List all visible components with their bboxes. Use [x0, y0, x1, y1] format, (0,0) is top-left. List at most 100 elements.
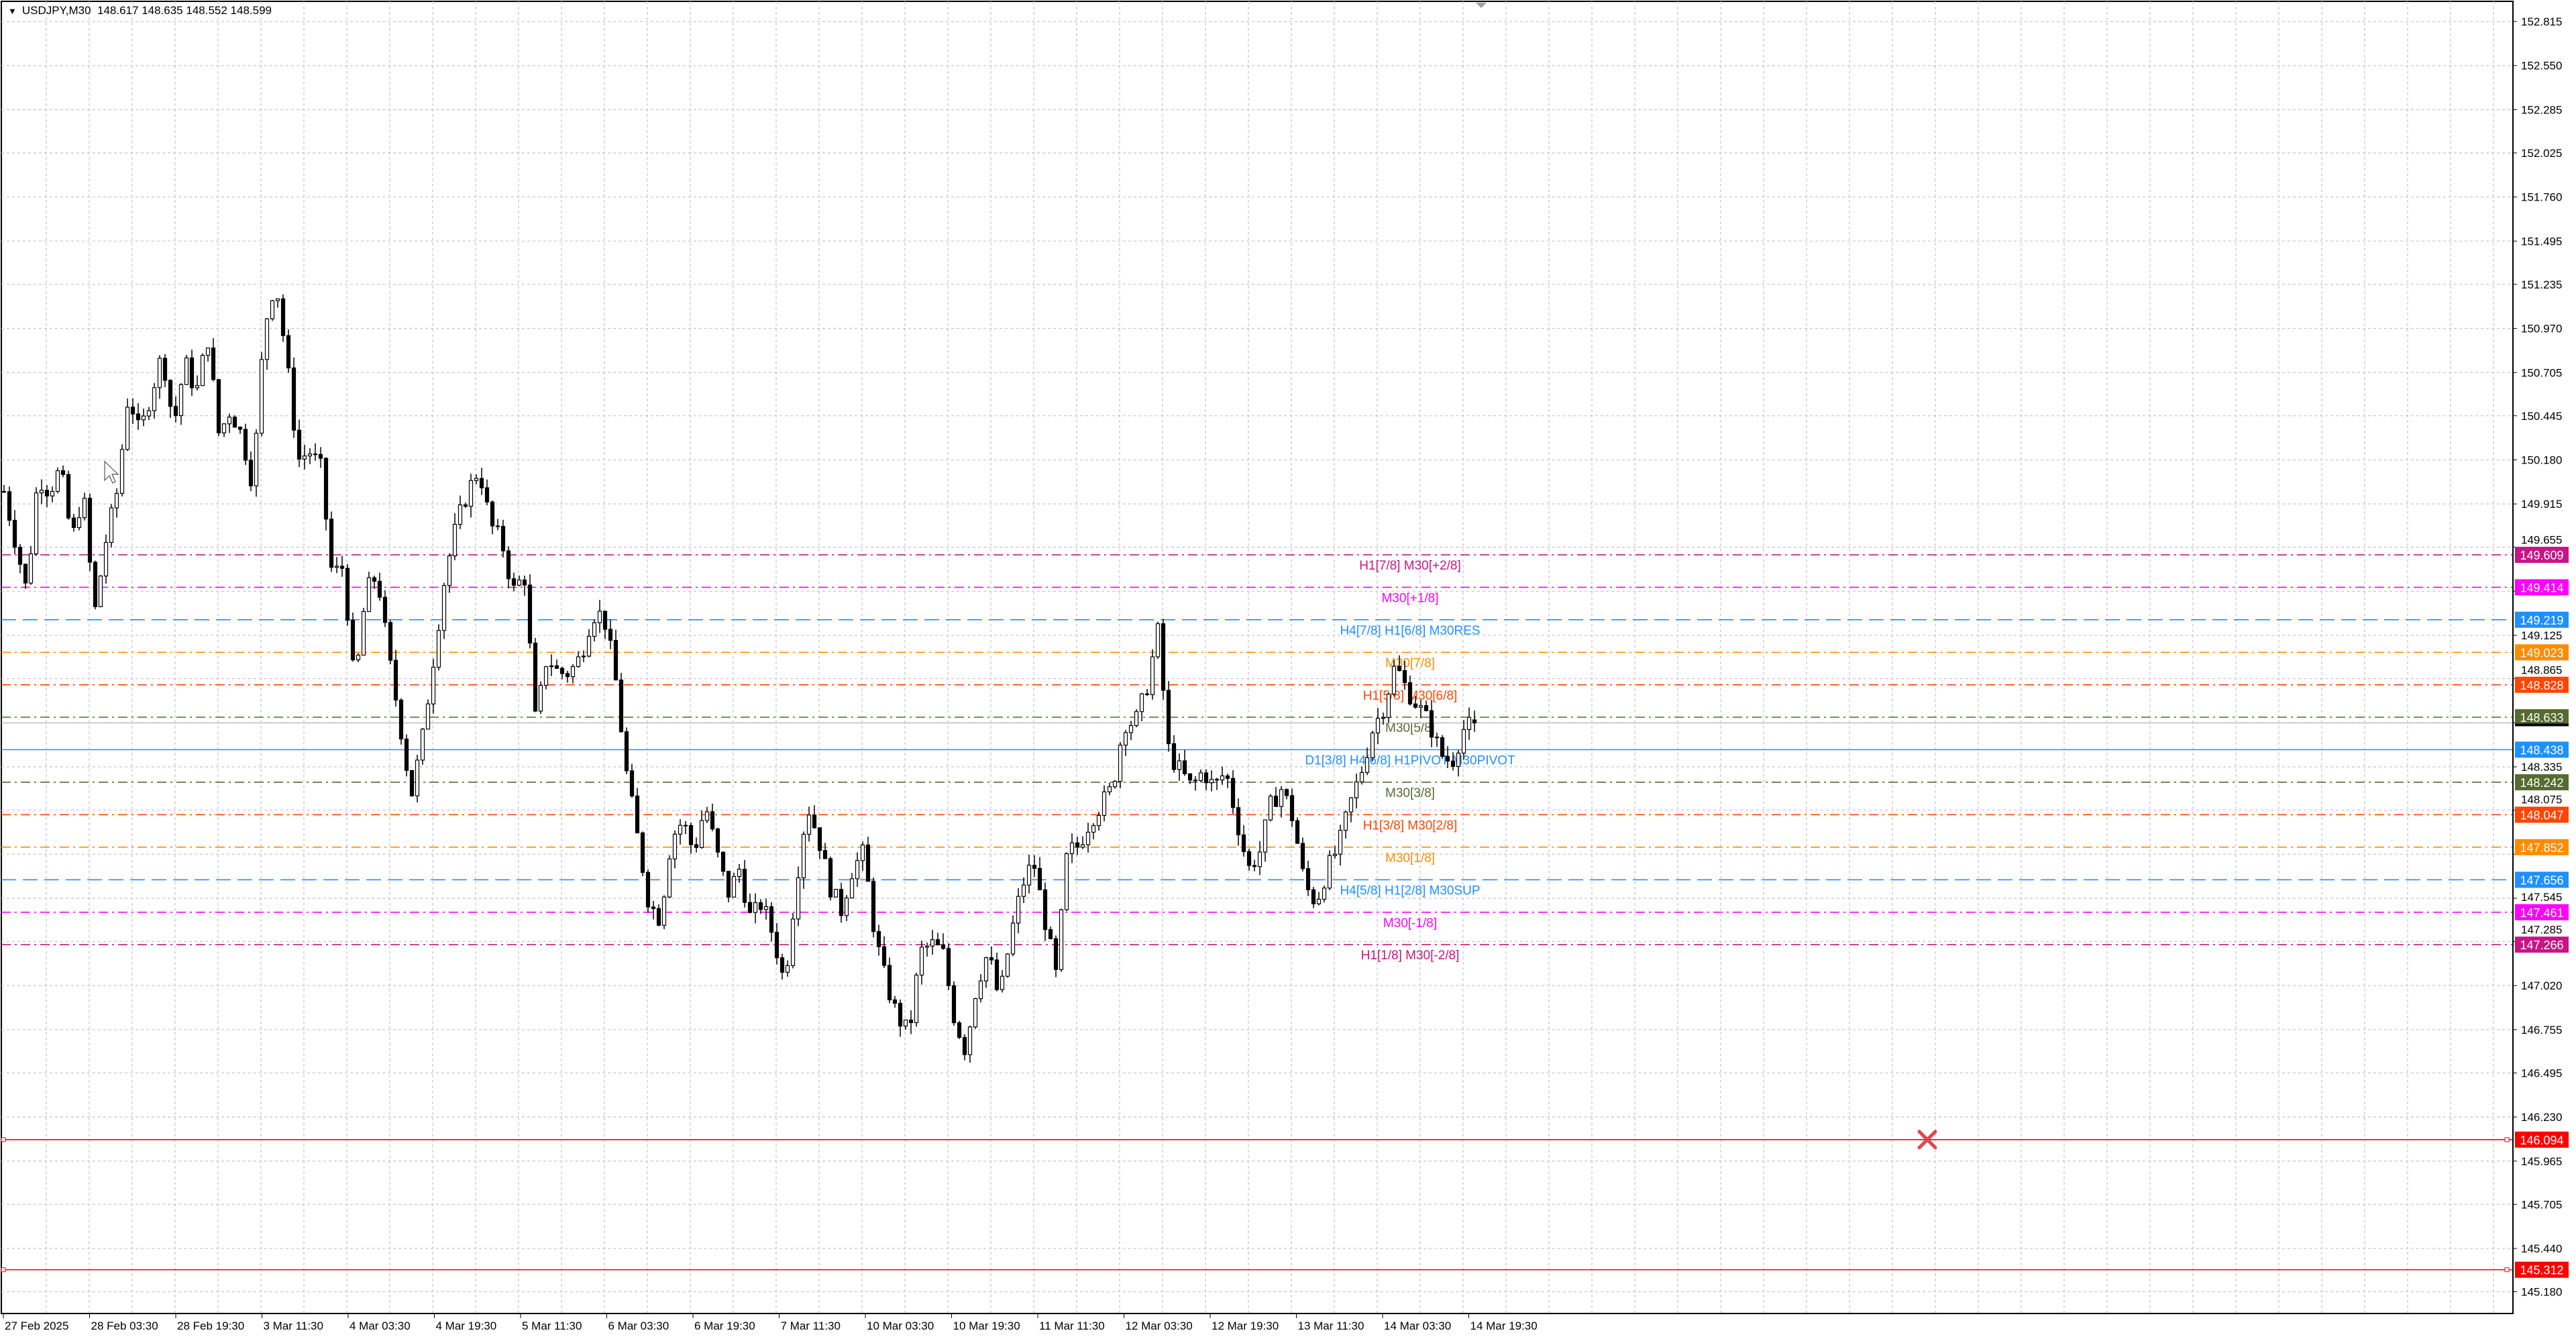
candle-body: [506, 550, 511, 580]
candle-body: [941, 944, 946, 949]
candle-body: [189, 357, 195, 388]
price-tick-label: 151.495: [2521, 235, 2562, 248]
price-level-badge: [2515, 709, 2569, 726]
candle-body: [152, 387, 157, 411]
candle-body: [297, 429, 302, 460]
time-tick-label: 6 Mar 19:30: [694, 1320, 755, 1332]
price-level-badge: [2515, 806, 2569, 823]
candle-body: [1123, 732, 1128, 746]
price-tick-label: 148.075: [2521, 794, 2562, 806]
candle-body: [694, 844, 699, 848]
candle-body: [318, 453, 323, 459]
candle-body: [393, 659, 398, 701]
axis-corner: [2514, 1314, 2576, 1339]
candle-body: [946, 948, 951, 986]
level-anchor-handle[interactable]: [1, 1267, 6, 1273]
candle-body: [1032, 865, 1037, 869]
price-level-badge-text: 148.633: [2520, 711, 2563, 725]
candle-body: [1225, 775, 1230, 779]
candle-body: [1279, 789, 1284, 807]
candle-body: [425, 703, 431, 730]
candle-body: [989, 957, 994, 961]
candle-body: [672, 833, 678, 859]
candle-body: [98, 576, 103, 608]
candle-body: [737, 869, 742, 877]
candle-body: [855, 860, 860, 879]
mouse-cursor-icon: [104, 460, 119, 484]
price-tick-label: 147.545: [2521, 891, 2562, 904]
candle-body: [500, 525, 506, 551]
candle-body: [1021, 884, 1026, 897]
candle-body: [50, 490, 55, 496]
candle-body: [1177, 760, 1182, 770]
candle-body: [447, 555, 452, 586]
price-tick-label: 148.335: [2521, 761, 2562, 773]
candle-body: [7, 491, 12, 521]
candle-body: [82, 498, 87, 519]
time-tick-label: 27 Feb 2025: [5, 1320, 68, 1332]
candle-body: [919, 947, 924, 976]
candle-body: [441, 585, 447, 631]
price-tick-label: 152.550: [2521, 60, 2562, 72]
level-anchor-handle[interactable]: [1, 1137, 6, 1142]
time-tick-label: 13 Mar 11:30: [1298, 1320, 1364, 1332]
candle-body: [522, 579, 527, 586]
candle-body: [71, 517, 76, 528]
candle-body: [1466, 716, 1472, 731]
candle-body: [12, 519, 17, 548]
bid-price-marker: [2515, 723, 2569, 727]
candle-body: [1150, 656, 1155, 696]
candle-body: [538, 684, 543, 712]
candle-body: [23, 564, 28, 584]
candle-body: [1472, 719, 1477, 724]
price-level-badge: [2515, 611, 2569, 628]
candle-body: [1037, 867, 1042, 891]
candle-body: [1128, 725, 1134, 733]
candle-body: [1343, 811, 1348, 831]
time-tick-label: 14 Mar 19:30: [1470, 1320, 1538, 1332]
candle-body: [549, 665, 554, 667]
candle-body: [254, 433, 259, 486]
price-tick-label: 150.970: [2521, 323, 2562, 335]
candle-body: [404, 739, 409, 771]
level-anchor-handle[interactable]: [2504, 1137, 2510, 1142]
candle-body: [1241, 834, 1246, 853]
price-level-badge: [2515, 1261, 2569, 1278]
candle-body: [1407, 682, 1413, 704]
x-cross-icon[interactable]: [1917, 1130, 1937, 1150]
candle-body: [237, 427, 243, 430]
candle-body: [710, 811, 715, 830]
price-level-badge-text: 148.828: [2520, 679, 2563, 692]
candle-body: [796, 877, 801, 920]
candle-body: [608, 629, 613, 641]
candle-body: [871, 881, 876, 932]
candle-body: [350, 619, 356, 661]
chart-shift-icon[interactable]: [1476, 3, 1487, 8]
candle-body: [1327, 855, 1332, 889]
candle-body: [1000, 975, 1005, 990]
candle-body: [39, 490, 44, 494]
candle-body: [1273, 796, 1279, 807]
candle-body: [517, 579, 522, 586]
level-anchor-handle[interactable]: [2504, 1267, 2510, 1273]
candle-body: [967, 1026, 973, 1055]
candle-body: [1016, 896, 1021, 924]
price-tick-label: 152.025: [2521, 147, 2562, 160]
candle-body: [1450, 760, 1456, 767]
level-label: H4[7/8] H1[6/8] M30RES: [1340, 624, 1480, 638]
candle-body: [1386, 694, 1391, 718]
candle-body: [511, 578, 517, 586]
candle-body: [125, 407, 130, 450]
candle-body: [44, 490, 50, 496]
candle-body: [828, 858, 833, 898]
price-tick-label: 150.180: [2521, 453, 2562, 466]
candle-body: [726, 871, 731, 898]
candle-body: [1289, 795, 1295, 821]
candle-body: [205, 347, 211, 356]
triangle-down-icon[interactable]: ▼: [8, 6, 17, 16]
candle-body: [1048, 929, 1053, 939]
candle-body: [60, 470, 66, 475]
candle-body: [978, 980, 983, 1000]
candle-body: [1402, 670, 1407, 684]
